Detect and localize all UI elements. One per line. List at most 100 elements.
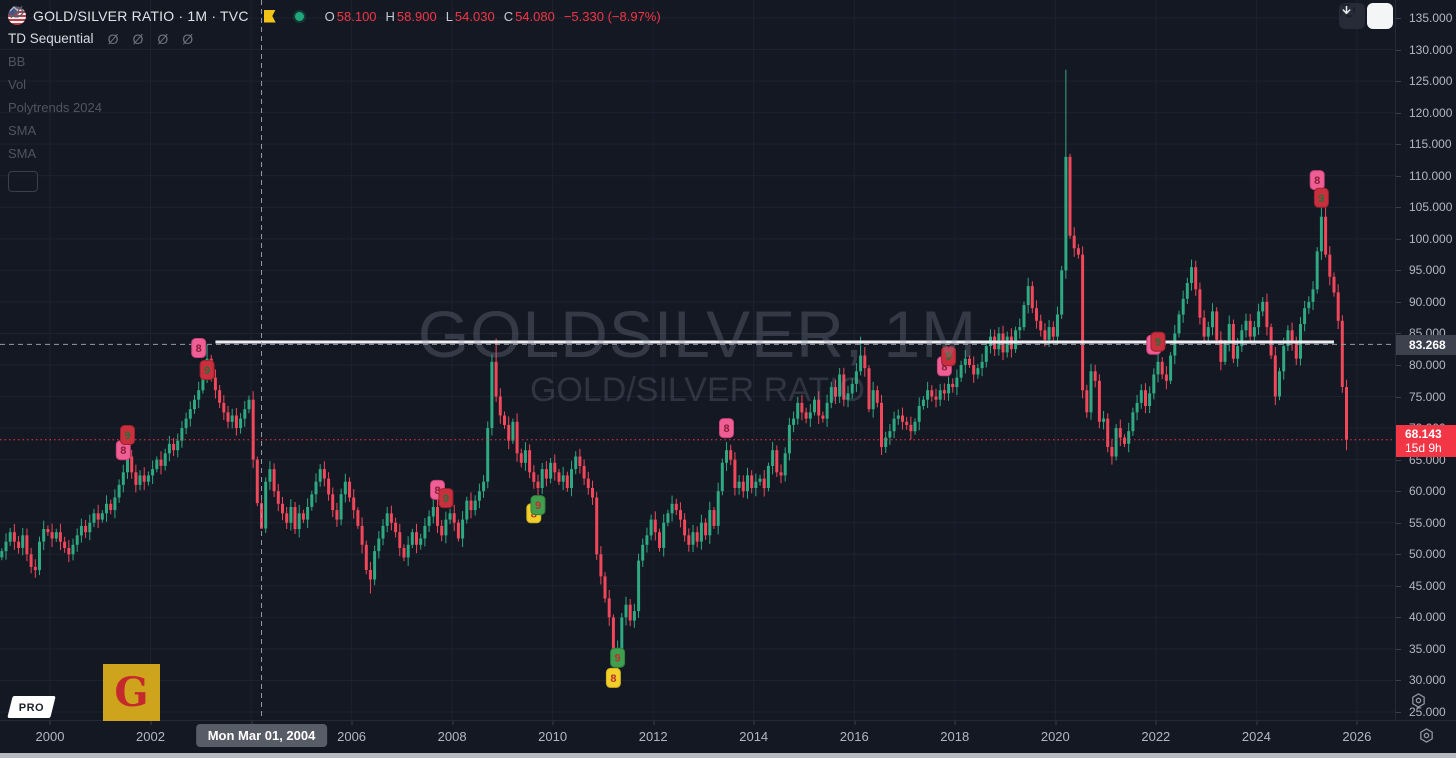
svg-text:9: 9 [1318,193,1324,205]
td-marker: 9 [120,425,135,445]
svg-text:9: 9 [535,500,541,512]
price-tick-label: 35.000 [1396,641,1446,656]
indicator-label[interactable]: SMA [8,123,37,138]
price-tick-label: 115.000 [1396,137,1452,152]
indicator-row-vol[interactable]: Vol [8,6,661,96]
close-label: C [503,8,514,24]
indicator-label[interactable]: Polytrends 2024 [8,100,102,115]
indicator-row-bb[interactable]: BB [8,6,661,73]
price-tick-label: 120.000 [1395,105,1453,120]
svg-text:8: 8 [196,343,202,355]
price-tick-label: 100.000 [1395,231,1453,246]
indicator-value: Ø [182,30,194,47]
price-scale[interactable]: 83.268 68.143 15d 9h 135.000 130.000 125.0… [1395,0,1456,720]
indicator-label[interactable]: Vol [8,77,27,92]
td-marker: 9 [438,488,454,509]
year-tick-label: 2024 [1241,721,1271,744]
td-marker: 9 [1313,187,1329,208]
arrow-down-icon [1342,5,1351,15]
td-marker: 8 [605,667,621,688]
price-tick-label: 110.000 [1396,168,1452,183]
symbol-title[interactable]: GOLD/SILVER RATIO · 1M · TVC [33,8,249,24]
open-value: 58.100 [336,8,377,24]
price-scale-settings-icon[interactable] [1410,692,1427,714]
year-tick-label: 2020 [1040,721,1070,744]
td-marker: 9 [1150,331,1166,352]
last-price-label: 68.143 15d 9h [1396,424,1456,457]
price-tick-label: 50.000 [1396,547,1446,562]
price-tick-label: 105.000 [1395,200,1453,215]
chevron-up-icon [9,5,19,12]
year-tick-label: 2022 [1141,721,1171,744]
low-value: 54.030 [454,8,495,24]
svg-text:9: 9 [1155,337,1161,349]
svg-text:8: 8 [434,485,440,497]
indicator-row-sma-2[interactable]: SMA [8,6,661,165]
svg-text:9: 9 [204,365,210,377]
market-status-dot [292,9,306,23]
crosshair-date-label: Mon Mar 01, 2004 [195,724,328,747]
time-scale[interactable]: Mon Mar 01, 2004 20002002200420062008201… [0,720,1456,754]
goldsilver-logo-letter: G [114,668,149,716]
candlestick-chart[interactable]: 89898989898898989 [0,0,1395,720]
svg-text:8: 8 [120,445,126,457]
pro-badge: PRO [7,696,57,718]
collapse-legend-button[interactable] [8,5,38,192]
screenshot-button[interactable] [1339,3,1393,29]
price-tick-label: 55.000 [1396,515,1446,530]
price-tick-label: 45.000 [1396,578,1446,593]
tradingview-pro-logo[interactable]: PRO [7,696,57,718]
ohlc-values: O 58.100 H 58.900 L 54.030 C 54.080 −5.330 (… [325,9,661,24]
year-tick-label: 2000 [35,721,65,744]
year-tick-label: 2012 [638,721,668,744]
svg-text:9: 9 [946,351,952,363]
symbol-row[interactable]: GOLD/SILVER RATIO · 1M · TVC O 58.100 H 58… [8,5,661,27]
scroll-to-recent-button[interactable] [1339,3,1365,29]
td-marker: 8 [719,418,734,439]
svg-text:8: 8 [610,673,616,685]
indicator-row-sma-1[interactable]: SMA [8,6,661,142]
time-scale-settings-icon[interactable] [1418,727,1435,749]
svg-text:9: 9 [615,653,621,665]
svg-text:9: 9 [443,493,449,505]
td-marker: 8 [191,338,207,358]
open-label: O [324,8,335,24]
year-tick-label: 2016 [839,721,869,744]
td-marker: 8 [115,440,131,461]
high-label: H [385,8,395,24]
price-tick-label: 40.000 [1396,610,1446,625]
high-value: 58.900 [396,8,437,24]
price-tick-label: 75.000 [1396,389,1446,404]
price-tick-label: 90.000 [1396,294,1446,309]
close-value: 54.080 [515,8,555,24]
year-tick-label: 2026 [1342,721,1372,744]
year-tick-label: 2010 [538,721,568,744]
price-tick-label: 135.000 [1395,11,1453,25]
indicator-row-td-sequential[interactable]: TD Sequential Ø Ø Ø Ø [8,27,661,50]
price-tick-label: 125.000 [1395,74,1453,89]
last-price-value: 68.143 [1405,426,1442,441]
indicator-row-polytrends[interactable]: Polytrends 2024 [8,6,661,119]
change-value: −5.330 (−8.97%) [563,8,661,24]
td-marker: 8 [1309,170,1325,191]
price-tick-label: 80.000 [1396,358,1446,372]
chart-legend: GOLD/SILVER RATIO · 1M · TVC O 58.100 H 58… [8,5,661,192]
td-marker: 9 [199,360,215,380]
year-tick-label: 2014 [739,721,769,744]
price-tick-label: 25.000 [1396,705,1446,719]
indicator-value: Ø [157,30,169,47]
year-tick-label: 2008 [437,721,467,744]
svg-text:8: 8 [1314,175,1320,187]
year-tick-label: 2006 [337,721,367,744]
indicator-label[interactable]: BB [8,54,26,69]
td-marker: 9 [530,495,546,516]
year-tick-label: 2018 [940,721,970,744]
indicator-value: Ø [107,30,119,47]
chart-corner-buttons [1339,3,1393,29]
chart-canvas[interactable]: 89898989898898989 GOLDSILVER, 1M GOLD/SI… [0,0,1395,721]
year-tick-label: 2002 [136,721,165,744]
indicator-label[interactable]: TD Sequential [8,31,94,46]
bookmark-flag-icon[interactable] [263,9,276,23]
indicator-label[interactable]: SMA [8,146,37,161]
